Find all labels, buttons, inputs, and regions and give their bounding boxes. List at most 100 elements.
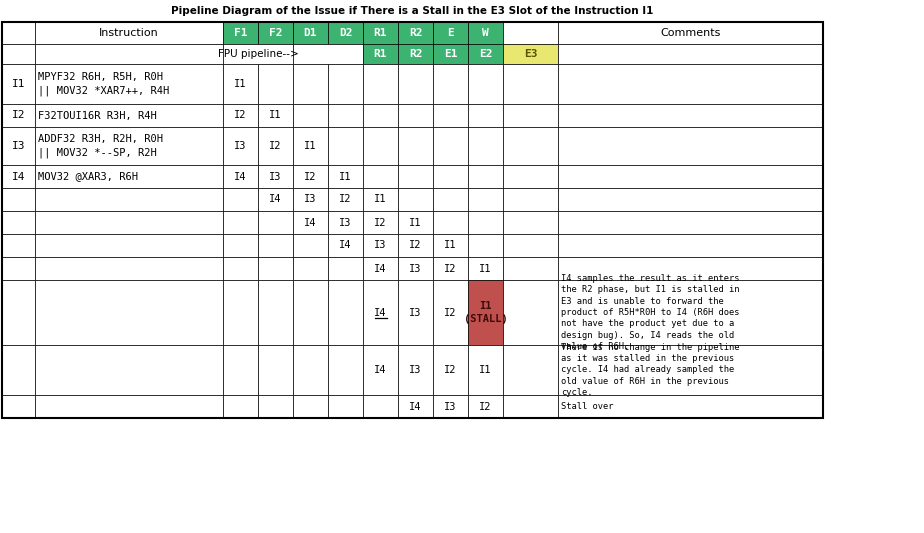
Bar bbox=[363, 64, 398, 104]
Bar bbox=[398, 44, 433, 64]
Bar bbox=[35, 280, 223, 345]
Text: E: E bbox=[447, 28, 454, 38]
Bar bbox=[2, 165, 35, 188]
Bar bbox=[398, 22, 433, 44]
Text: I1: I1 bbox=[444, 240, 456, 251]
Bar bbox=[293, 127, 328, 165]
Bar bbox=[558, 280, 823, 345]
Text: I4: I4 bbox=[235, 172, 247, 182]
Bar bbox=[468, 104, 503, 127]
Text: R1: R1 bbox=[373, 49, 387, 59]
Bar bbox=[258, 280, 293, 345]
Bar bbox=[558, 22, 823, 44]
Bar bbox=[468, 280, 503, 345]
Bar bbox=[258, 188, 293, 211]
Text: D1: D1 bbox=[304, 28, 317, 38]
Bar bbox=[223, 280, 258, 345]
Bar bbox=[503, 211, 558, 234]
Bar bbox=[2, 234, 35, 257]
Text: I1: I1 bbox=[12, 79, 25, 89]
Bar bbox=[293, 165, 328, 188]
Text: I1
(STALL): I1 (STALL) bbox=[464, 301, 507, 324]
Text: Comments: Comments bbox=[661, 28, 721, 38]
Bar bbox=[35, 22, 223, 44]
Bar bbox=[293, 211, 328, 234]
Bar bbox=[433, 211, 468, 234]
Bar bbox=[258, 395, 293, 418]
Bar bbox=[398, 104, 433, 127]
Text: I2: I2 bbox=[409, 240, 421, 251]
Bar bbox=[223, 234, 258, 257]
Bar bbox=[433, 104, 468, 127]
Text: I4 samples the result as it enters
the R2 phase, but I1 is stalled in
E3 and is : I4 samples the result as it enters the R… bbox=[561, 273, 739, 351]
Bar bbox=[223, 127, 258, 165]
Bar bbox=[433, 127, 468, 165]
Bar bbox=[503, 280, 558, 345]
Bar bbox=[223, 188, 258, 211]
Bar bbox=[468, 44, 503, 64]
Bar bbox=[558, 234, 823, 257]
Bar bbox=[258, 257, 293, 280]
Bar bbox=[433, 395, 468, 418]
Bar bbox=[2, 64, 35, 104]
Bar bbox=[503, 64, 558, 104]
Bar bbox=[558, 44, 823, 64]
Bar bbox=[328, 165, 363, 188]
Bar bbox=[2, 22, 823, 418]
Bar bbox=[328, 234, 363, 257]
Bar bbox=[223, 104, 258, 127]
Text: I1: I1 bbox=[480, 365, 492, 375]
Text: I1: I1 bbox=[304, 141, 317, 151]
Bar bbox=[433, 165, 468, 188]
Text: Instruction: Instruction bbox=[99, 28, 159, 38]
Bar bbox=[258, 345, 293, 395]
Bar bbox=[35, 395, 223, 418]
Bar bbox=[35, 104, 223, 127]
Bar bbox=[258, 104, 293, 127]
Text: I4: I4 bbox=[374, 365, 387, 375]
Bar bbox=[328, 257, 363, 280]
Bar bbox=[293, 22, 328, 44]
Text: I2: I2 bbox=[269, 141, 282, 151]
Text: R2: R2 bbox=[408, 49, 422, 59]
Text: E2: E2 bbox=[479, 49, 492, 59]
Text: I4: I4 bbox=[269, 195, 282, 205]
Bar bbox=[503, 104, 558, 127]
Bar bbox=[503, 188, 558, 211]
Text: I2: I2 bbox=[235, 110, 247, 120]
Bar bbox=[433, 234, 468, 257]
Bar bbox=[328, 188, 363, 211]
Text: I2: I2 bbox=[339, 195, 352, 205]
Bar bbox=[398, 257, 433, 280]
Bar bbox=[468, 234, 503, 257]
Text: I4: I4 bbox=[12, 172, 25, 182]
Bar bbox=[2, 22, 35, 44]
Bar bbox=[398, 234, 433, 257]
Text: I4: I4 bbox=[374, 263, 387, 273]
Text: I3: I3 bbox=[409, 308, 421, 318]
Bar bbox=[468, 127, 503, 165]
Text: I3: I3 bbox=[339, 217, 352, 228]
Bar bbox=[503, 127, 558, 165]
Bar bbox=[398, 395, 433, 418]
Bar bbox=[363, 345, 398, 395]
Text: E3: E3 bbox=[524, 49, 537, 59]
Bar bbox=[558, 211, 823, 234]
Bar bbox=[258, 211, 293, 234]
Text: ADDF32 R3H, R2H, R0H
|| MOV32 *--SP, R2H: ADDF32 R3H, R2H, R0H || MOV32 *--SP, R2H bbox=[38, 134, 163, 158]
Bar bbox=[2, 104, 35, 127]
Bar bbox=[398, 345, 433, 395]
Text: I1: I1 bbox=[339, 172, 352, 182]
Text: I3: I3 bbox=[235, 141, 247, 151]
Bar bbox=[398, 188, 433, 211]
Text: W: W bbox=[482, 28, 489, 38]
Bar bbox=[35, 64, 223, 104]
Bar bbox=[293, 104, 328, 127]
Bar bbox=[558, 395, 823, 418]
Bar bbox=[558, 345, 823, 395]
Text: I3: I3 bbox=[12, 141, 25, 151]
Bar bbox=[433, 64, 468, 104]
Text: I3: I3 bbox=[269, 172, 282, 182]
Bar bbox=[363, 44, 398, 64]
Text: R2: R2 bbox=[408, 28, 422, 38]
